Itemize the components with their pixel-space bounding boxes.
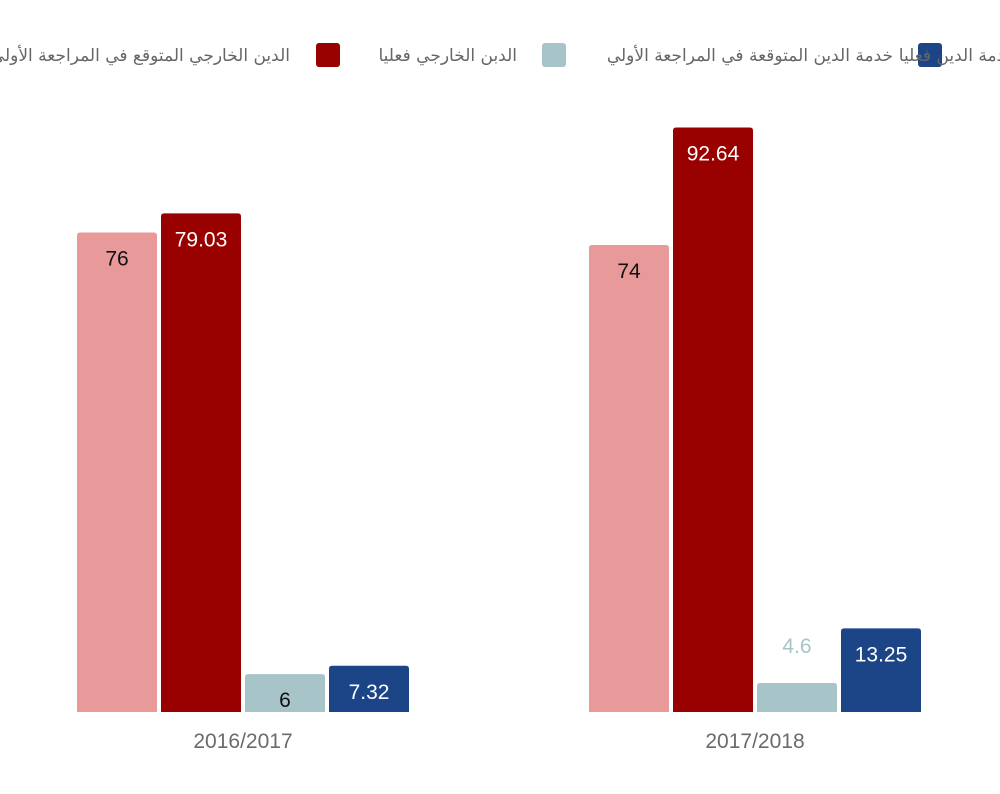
x-tick-label-0: 2016/2017 <box>193 730 292 753</box>
value-label-1-1: 92.64 <box>687 142 740 165</box>
value-label-1-2: 4.6 <box>782 635 811 658</box>
legend-swatch-2 <box>542 43 566 67</box>
legend-label-2: خدمة الدين المتوقعة في المراجعة الأولي <box>607 45 893 66</box>
x-tick-label-1: 2017/2018 <box>705 730 804 753</box>
value-label-0-0: 76 <box>105 247 128 270</box>
bar-1-2 <box>757 682 837 712</box>
bar-1-1 <box>673 127 753 713</box>
bar-0-3 <box>329 665 409 712</box>
bar-1-3 <box>841 628 921 712</box>
value-label-1-3: 13.25 <box>855 643 908 666</box>
bar-1-0 <box>589 245 669 712</box>
legend-swatch-1 <box>316 43 340 67</box>
value-label-1-0: 74 <box>617 260 641 283</box>
value-label-0-1: 79.03 <box>175 228 228 251</box>
bar-0-0 <box>77 232 157 712</box>
value-label-0-3: 7.32 <box>349 681 390 704</box>
value-label-0-2: 6 <box>279 689 291 712</box>
bar-0-2 <box>245 674 325 712</box>
legend-label-0: الدين الخارجي المتوقع في المراجعة الأولي <box>0 45 290 66</box>
legend-label-3: خدمة الدين فعليا <box>899 46 1000 66</box>
legend-label-1: الدبن الخارجي فعليا <box>378 46 517 66</box>
legend-swatch-3 <box>918 43 942 67</box>
bar-0-1 <box>161 213 241 713</box>
